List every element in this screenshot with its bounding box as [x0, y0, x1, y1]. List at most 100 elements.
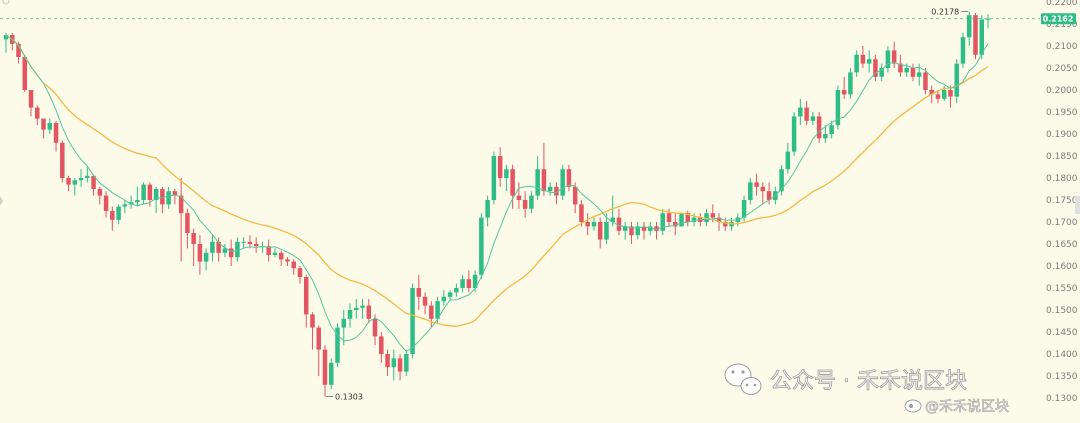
candle-down	[497, 156, 503, 178]
candle-down	[935, 94, 941, 99]
candle-up	[454, 288, 459, 293]
candle-down	[629, 226, 634, 236]
candle-down	[579, 204, 584, 222]
candle-up	[141, 184, 146, 200]
candle-down	[35, 107, 40, 119]
candle-up	[610, 217, 615, 222]
candle-up	[166, 191, 171, 205]
candle-up	[72, 180, 78, 185]
last-price-badge	[1041, 13, 1076, 25]
candle-down	[716, 217, 722, 222]
candle-up	[485, 200, 490, 218]
candle-up	[504, 169, 509, 178]
candle-down	[316, 327, 321, 350]
candle-up	[85, 175, 90, 178]
candle-down	[766, 191, 772, 200]
candle-down	[178, 195, 184, 214]
candle-down	[97, 189, 103, 196]
candle-up	[779, 169, 784, 192]
candle-up	[328, 362, 334, 385]
candle-up	[829, 125, 834, 134]
candle-down	[666, 213, 672, 222]
candle-up	[835, 90, 841, 126]
candle-down	[303, 277, 309, 315]
candle-up	[941, 90, 947, 99]
candle-down	[110, 211, 115, 220]
candle-up	[491, 156, 497, 200]
last-price-value: 0.2162	[1043, 15, 1074, 24]
candle-up	[966, 15, 972, 38]
candle-up	[691, 217, 697, 222]
candle-up	[354, 307, 359, 310]
candle-up	[535, 169, 540, 196]
candle-down	[898, 63, 903, 73]
candle-down	[685, 213, 691, 222]
candle-up	[885, 50, 891, 68]
candle-down	[103, 195, 109, 211]
candle-up	[410, 288, 415, 354]
candle-down	[372, 318, 378, 337]
candle-down	[816, 116, 822, 139]
candle-down	[197, 244, 203, 262]
watermark: 公众号 · 禾禾说区块 @禾禾说区块	[724, 363, 1009, 415]
y-tick-label: 0.2200	[1046, 0, 1078, 8]
candle-down	[422, 296, 428, 306]
y-tick-label: 0.1700	[1046, 218, 1078, 228]
top-left-toolbar-hint	[2, 0, 10, 5]
candle-up	[647, 226, 653, 231]
watermark-account-name: 公众号 · 禾禾说区块	[770, 369, 967, 394]
candle-down	[760, 186, 766, 192]
left-edge-handle[interactable]	[0, 196, 3, 206]
y-tick-label: 0.1950	[1046, 108, 1078, 118]
candles-layer	[3, 11, 991, 397]
candle-down	[510, 169, 515, 196]
y-tick-label: 0.1300	[1046, 394, 1078, 404]
candle-up	[635, 226, 640, 236]
watermark-handle: @禾禾说区块	[925, 399, 1009, 415]
candle-down	[466, 279, 472, 288]
candle-down	[923, 72, 928, 90]
candle-down	[973, 15, 978, 55]
candle-up	[866, 59, 872, 64]
candle-down	[253, 244, 259, 247]
right-scroll-handle[interactable]	[1075, 196, 1080, 214]
y-tick-label: 0.1750	[1046, 196, 1078, 206]
candle-up	[560, 169, 565, 196]
y-tick-label: 0.1900	[1046, 130, 1078, 140]
candle-up	[203, 252, 209, 262]
candle-down	[366, 305, 372, 319]
candle-up	[748, 182, 753, 200]
y-tick-label: 0.1550	[1046, 284, 1078, 294]
y-tick-label: 0.2150	[1046, 20, 1078, 30]
settings-icon	[2, 0, 10, 5]
candle-up	[854, 54, 859, 73]
candle-down	[948, 90, 953, 97]
candle-up	[904, 68, 909, 73]
candle-up	[222, 248, 228, 253]
high-price-label: 0.2178	[931, 8, 959, 17]
candle-down	[228, 248, 234, 258]
candle-down	[723, 222, 728, 227]
candle-down	[160, 189, 165, 205]
y-tick-label: 0.1450	[1046, 328, 1078, 338]
candle-down	[397, 358, 403, 372]
candle-down	[247, 241, 253, 244]
left-scroll-arrow-icon[interactable]	[0, 196, 3, 206]
candle-up	[404, 354, 409, 372]
candle-down	[216, 241, 221, 253]
candle-up	[441, 296, 447, 302]
right-edge-handle[interactable]	[1075, 196, 1080, 214]
candle-up	[472, 274, 478, 288]
candle-up	[547, 186, 553, 192]
candle-down	[278, 252, 284, 260]
candle-up	[960, 37, 966, 64]
candle-down	[516, 195, 522, 200]
candle-down	[891, 50, 897, 64]
candle-down	[416, 288, 422, 297]
candle-up	[848, 72, 853, 95]
candle-up	[823, 134, 828, 139]
candle-up	[529, 195, 534, 209]
candle-up	[810, 116, 816, 121]
